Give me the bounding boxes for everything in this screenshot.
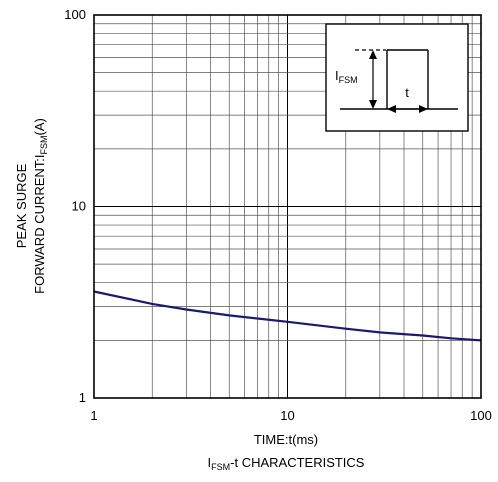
inset-current-label: IFSM <box>335 68 358 85</box>
tick-labels: 1 10 100 1 10 100 <box>64 7 492 423</box>
series-line-0 <box>93 290 482 342</box>
arrowhead-left-icon <box>387 105 396 113</box>
inset-waveform-diagram: IFSM t <box>325 23 469 132</box>
series <box>93 290 482 342</box>
arrowhead-down-icon <box>369 100 377 109</box>
arrowhead-right-icon <box>419 105 428 113</box>
inset-time-label: t <box>405 85 409 100</box>
plot-frame <box>93 14 482 399</box>
chart-caption: IFSM-t CHARACTERISTICS <box>208 455 365 472</box>
y-tick-label: 10 <box>72 199 86 214</box>
y-tick-label: 1 <box>79 390 86 405</box>
inset-frame <box>325 23 469 132</box>
y-axis-label-line1: PEAK SURGE <box>14 163 29 248</box>
y-tick-label: 100 <box>64 7 86 22</box>
y-axis-label: PEAK SURGE FORWARD CURRENT:IFSM(A) <box>14 118 49 294</box>
arrowhead-up-icon <box>369 50 377 59</box>
x-tick-label: 1 <box>90 408 97 423</box>
x-tick-label: 100 <box>470 408 492 423</box>
x-tick-label: 10 <box>280 408 294 423</box>
x-axis-label: TIME:t(ms) <box>254 432 318 447</box>
y-axis-label-line2: FORWARD CURRENT:IFSM(A) <box>32 118 49 294</box>
